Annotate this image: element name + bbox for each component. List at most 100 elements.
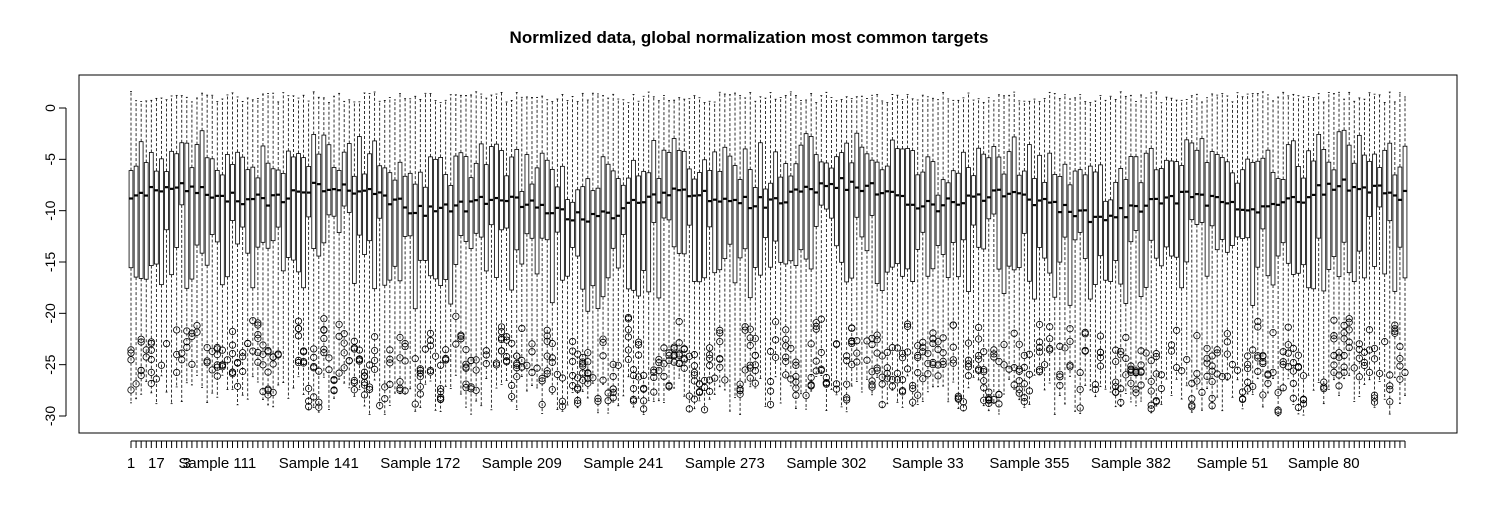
box-body: [1367, 160, 1372, 218]
box-body: [1103, 200, 1108, 281]
box-body: [159, 158, 164, 286]
box-39: [325, 102, 333, 410]
box-86: [565, 100, 570, 406]
outlier-point: [1223, 372, 1231, 380]
outlier-point: [1091, 380, 1099, 389]
outlier-point: [751, 351, 759, 359]
outlier-point: [939, 357, 947, 365]
box-132: [798, 100, 804, 395]
box-body: [905, 148, 910, 270]
outlier-point: [1096, 353, 1105, 362]
outlier-point: [508, 339, 516, 347]
box-84: [553, 98, 561, 410]
outlier-point: [1330, 361, 1338, 369]
box-body: [879, 169, 885, 292]
box-134: [807, 93, 815, 392]
box-body: [280, 173, 286, 272]
outlier-point: [1137, 368, 1145, 376]
outlier-point: [751, 367, 759, 375]
outlier-point: [1010, 381, 1018, 389]
box-210: [1193, 93, 1201, 390]
box-body: [1199, 138, 1205, 223]
box-body: [884, 165, 890, 273]
outlier-point: [954, 394, 962, 402]
outlier-point: [741, 366, 749, 374]
box-body: [1118, 168, 1124, 285]
box-body: [676, 150, 682, 254]
box-142: [848, 98, 856, 387]
outlier-point: [294, 317, 303, 325]
outlier-point: [1370, 398, 1379, 406]
outlier-point: [985, 388, 993, 396]
box-body: [326, 144, 332, 216]
outlier-point: [411, 400, 419, 408]
outlier-point: [878, 352, 886, 360]
outlier-point: [1264, 379, 1272, 388]
outlier-point: [716, 337, 724, 346]
box-body: [803, 133, 809, 260]
box-30: [280, 92, 286, 384]
outlier-point: [1274, 388, 1282, 397]
outlier-point: [350, 337, 358, 345]
outlier-point: [1188, 401, 1196, 409]
outlier-point: [142, 346, 150, 354]
box-body: [570, 201, 575, 248]
outlier-point: [853, 358, 861, 366]
box-85: [558, 94, 567, 412]
outlier-point: [157, 361, 166, 369]
outlier-point: [315, 398, 323, 406]
outlier-point: [655, 359, 663, 367]
outlier-point: [665, 382, 673, 391]
outlier-point: [1056, 381, 1064, 390]
outlier-point: [959, 398, 968, 406]
box-136: [817, 95, 825, 376]
outlier-point: [939, 360, 947, 368]
outlier-point: [1046, 335, 1054, 343]
box-body: [920, 171, 926, 233]
outlier-point: [812, 325, 820, 333]
outlier-point: [426, 329, 435, 337]
box-152: [898, 99, 907, 408]
box-21: [233, 96, 242, 406]
box-body: [423, 186, 428, 261]
outlier-point: [355, 346, 364, 354]
outlier-point: [1056, 342, 1064, 350]
outlier-point: [766, 347, 775, 356]
outlier-point: [127, 386, 135, 394]
box-182: [1052, 93, 1058, 415]
box-body: [154, 170, 159, 265]
box-body: [1133, 156, 1139, 231]
box-body: [702, 159, 707, 279]
box-203: [1157, 102, 1165, 405]
outlier-point: [1112, 382, 1120, 391]
outlier-point: [1254, 352, 1262, 360]
box-body: [712, 151, 718, 274]
box-body: [199, 130, 205, 254]
box-186: [1072, 97, 1078, 412]
outlier-point: [848, 337, 856, 345]
box-218: [1233, 92, 1242, 381]
box-73: [497, 92, 506, 385]
outlier-point: [817, 348, 825, 357]
box-3: [142, 100, 150, 382]
outlier-point: [1000, 340, 1008, 349]
y-tick-label: -5: [42, 153, 58, 166]
box-body: [854, 132, 860, 218]
outlier-point: [634, 351, 643, 359]
box-body: [590, 190, 596, 287]
outlier-point: [1127, 362, 1135, 370]
outlier-point: [1386, 385, 1394, 393]
box-body: [240, 156, 245, 228]
box-body: [874, 161, 880, 285]
outlier-point: [772, 336, 780, 344]
box-116: [716, 91, 724, 388]
box-body: [1341, 129, 1347, 243]
outlier-point: [1370, 391, 1379, 399]
box-228: [1284, 95, 1292, 380]
outlier-point: [335, 320, 343, 329]
outlier-point: [919, 338, 927, 346]
outlier-point: [1020, 351, 1028, 360]
box-239: [1340, 98, 1348, 380]
outlier-point: [980, 377, 988, 385]
box-151: [893, 94, 902, 403]
